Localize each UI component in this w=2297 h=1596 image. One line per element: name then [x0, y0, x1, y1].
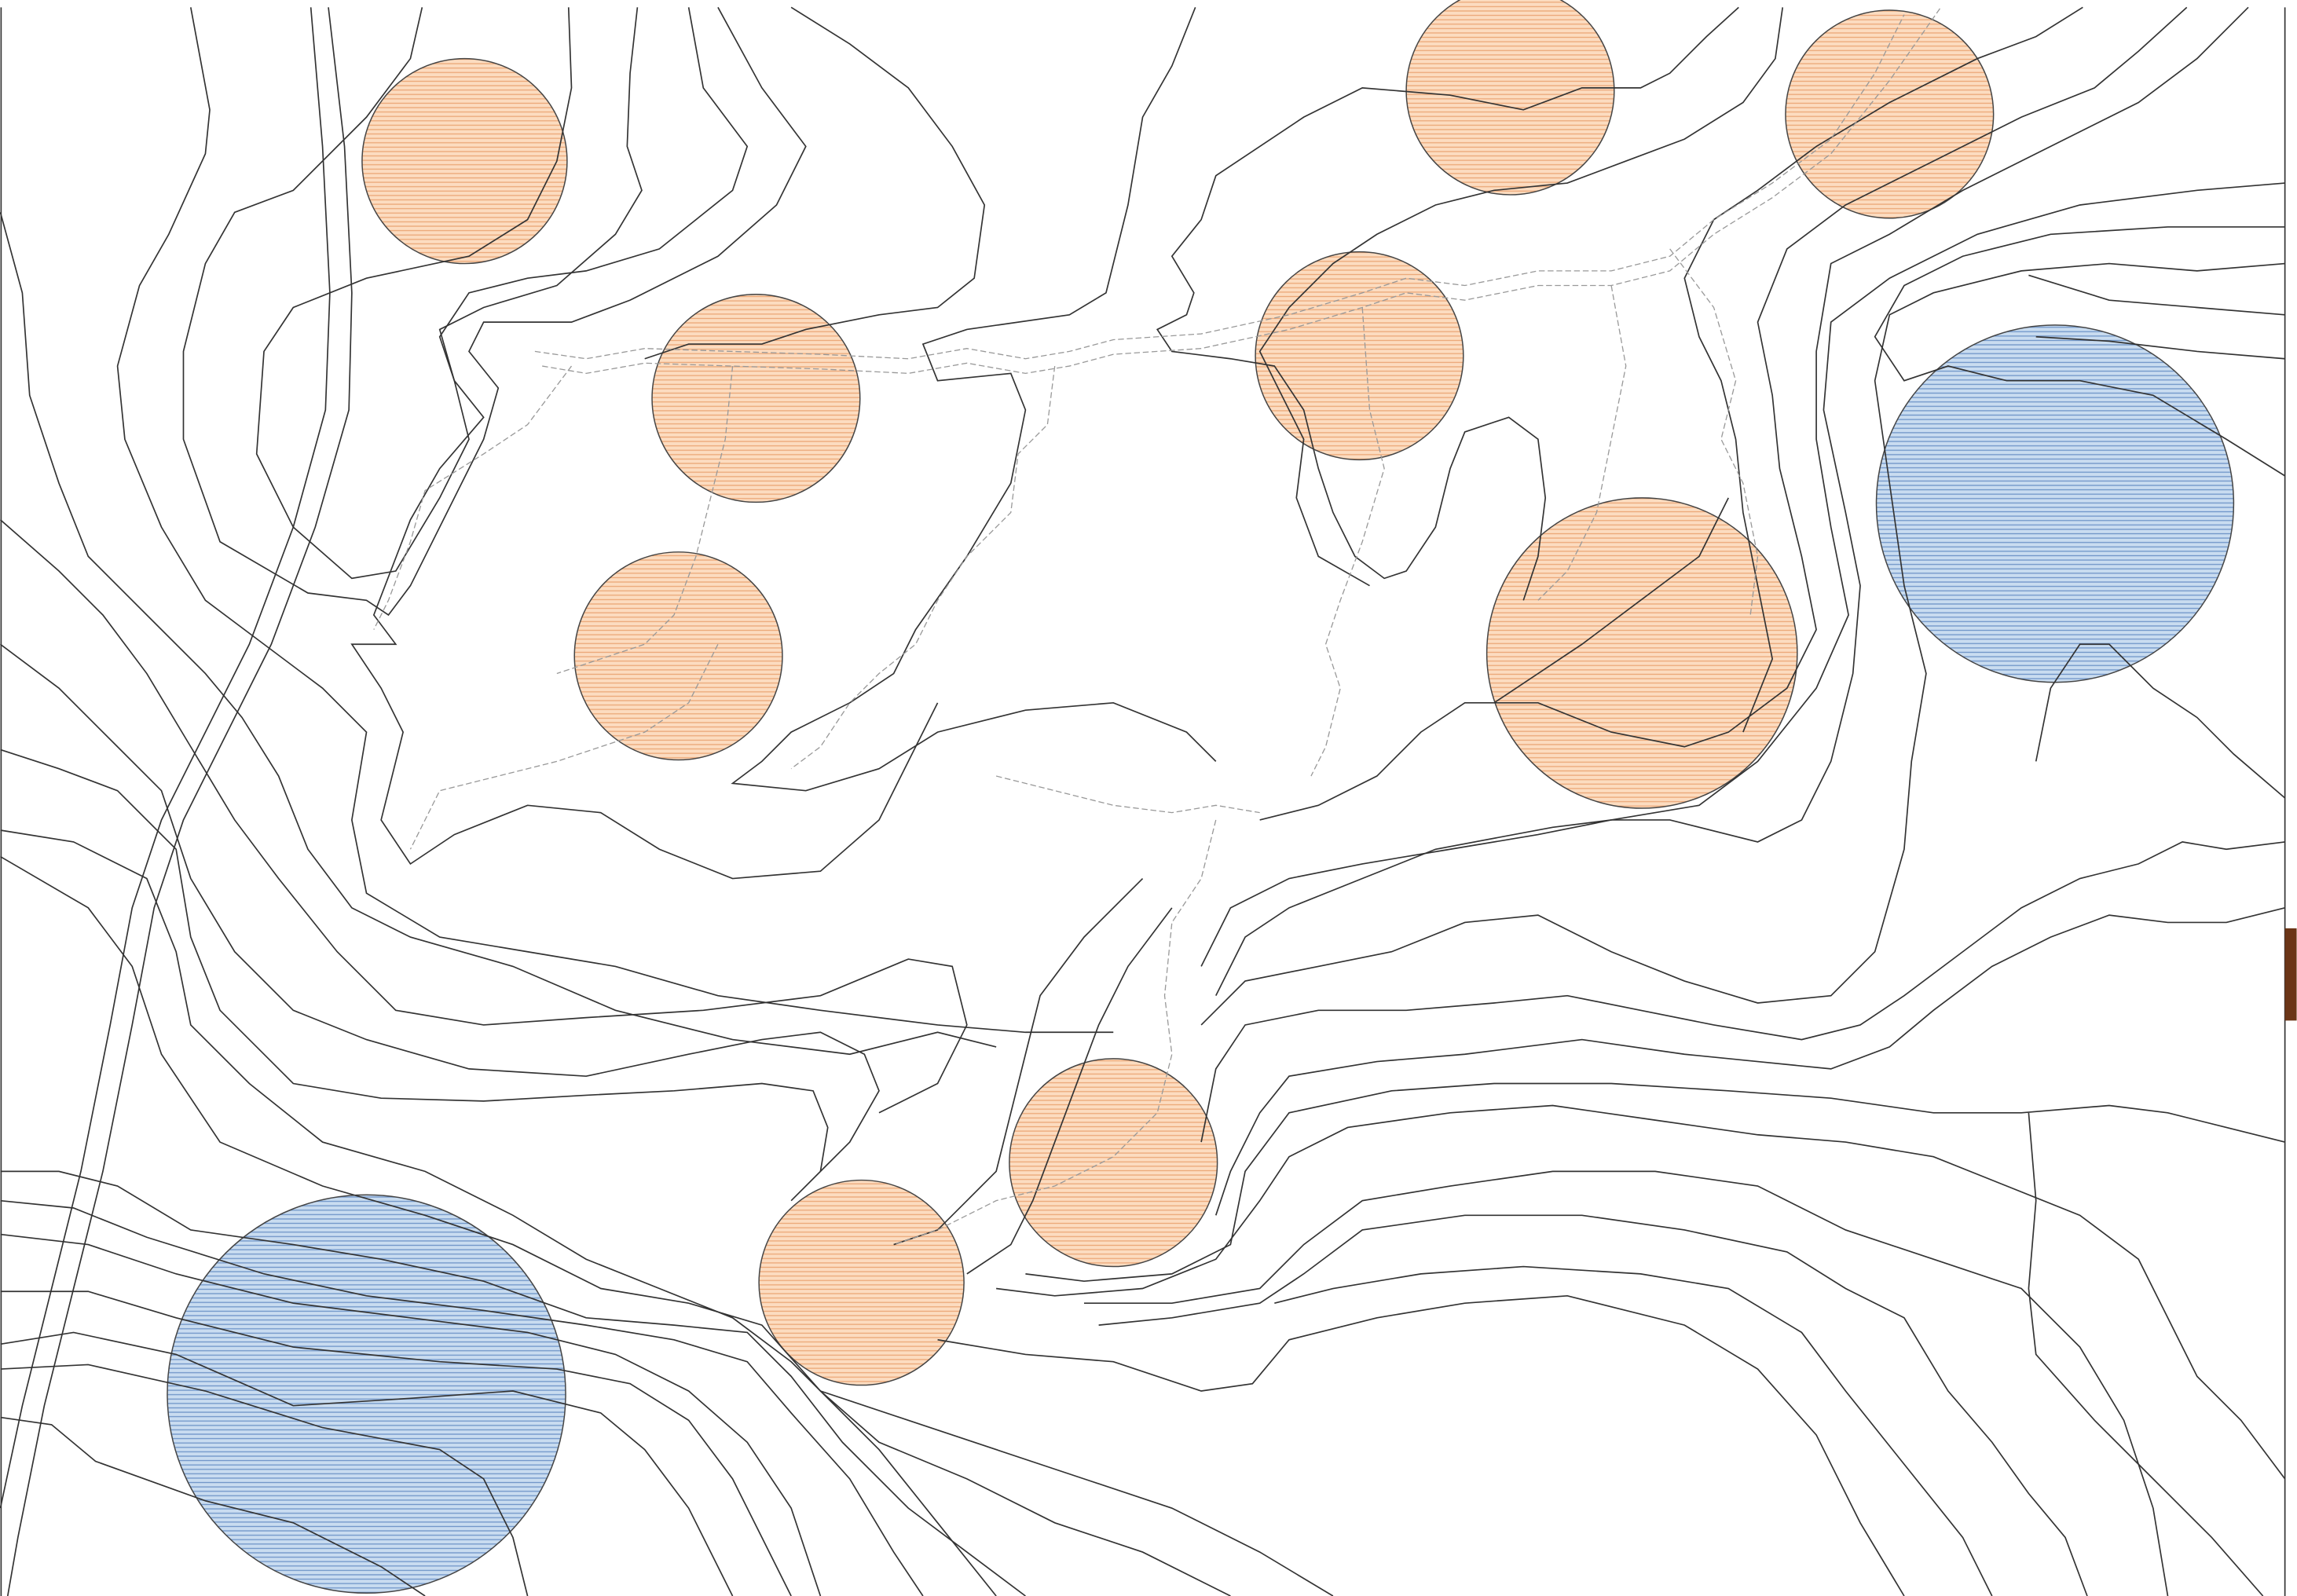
contour	[1025, 1082, 2285, 1283]
contour	[966, 907, 1173, 1275]
trail	[556, 365, 734, 675]
contour	[1083, 1170, 2169, 1596]
contour	[1200, 262, 2285, 1026]
contour	[0, 1416, 426, 1596]
edge-marker	[2284, 928, 2297, 1021]
zone-orange	[1785, 9, 1995, 219]
road	[0, 7, 353, 1596]
contour	[644, 6, 986, 360]
contour	[0, 1331, 734, 1596]
contour	[1874, 226, 2286, 477]
zone-orange	[758, 1179, 965, 1386]
contour	[0, 749, 829, 1172]
contour	[1200, 841, 2285, 1143]
contour	[350, 7, 939, 880]
trail	[1669, 248, 1759, 616]
zone-blue	[167, 1194, 566, 1594]
contour	[1215, 182, 2285, 997]
contour	[1156, 6, 1739, 601]
zone-orange	[651, 293, 861, 503]
contour	[0, 1290, 792, 1596]
contour	[116, 7, 1114, 1034]
zone-orange	[361, 57, 568, 265]
contour	[0, 1199, 924, 1596]
contour	[820, 1390, 1334, 1596]
trail	[995, 775, 1260, 814]
road-edge	[6, 7, 353, 1596]
contour	[2035, 643, 2286, 799]
contour	[2028, 274, 2285, 316]
zones	[167, 0, 2235, 1594]
contour	[255, 7, 749, 580]
contour	[1214, 907, 2285, 1216]
zone-orange	[1486, 497, 1798, 809]
contour	[0, 643, 880, 1202]
contour	[0, 1233, 822, 1596]
contour	[1098, 1214, 2088, 1596]
contour	[1200, 6, 2249, 967]
trail	[1310, 307, 1385, 777]
trail	[534, 14, 1905, 360]
trails	[373, 6, 1942, 1246]
zone-orange	[1255, 251, 1464, 461]
contour	[1493, 497, 1729, 704]
trail	[542, 6, 1942, 375]
zone-blue	[1875, 324, 2235, 683]
road-edge	[0, 7, 331, 1509]
contours	[0, 6, 2286, 1596]
contour	[893, 877, 1144, 1246]
contour	[0, 1364, 529, 1596]
contour	[0, 1170, 1026, 1596]
contour	[1259, 6, 2188, 821]
contour	[0, 855, 1231, 1596]
contour	[1683, 6, 2083, 733]
contour	[1258, 7, 1784, 587]
contour	[937, 1294, 1905, 1596]
contour	[182, 6, 807, 617]
trail	[373, 365, 573, 630]
trail	[409, 643, 719, 850]
contour	[2028, 1112, 2264, 1596]
contour	[0, 519, 968, 1114]
trail	[790, 365, 1056, 770]
zone-orange	[1405, 0, 1615, 196]
trail	[1537, 285, 1627, 601]
contour	[0, 829, 997, 1596]
contour	[731, 7, 1217, 792]
contour	[2035, 335, 2285, 360]
contour	[996, 1104, 2286, 1480]
zone-orange	[573, 551, 783, 761]
contour	[1274, 1265, 1993, 1596]
zone-orange	[1009, 1058, 1218, 1268]
